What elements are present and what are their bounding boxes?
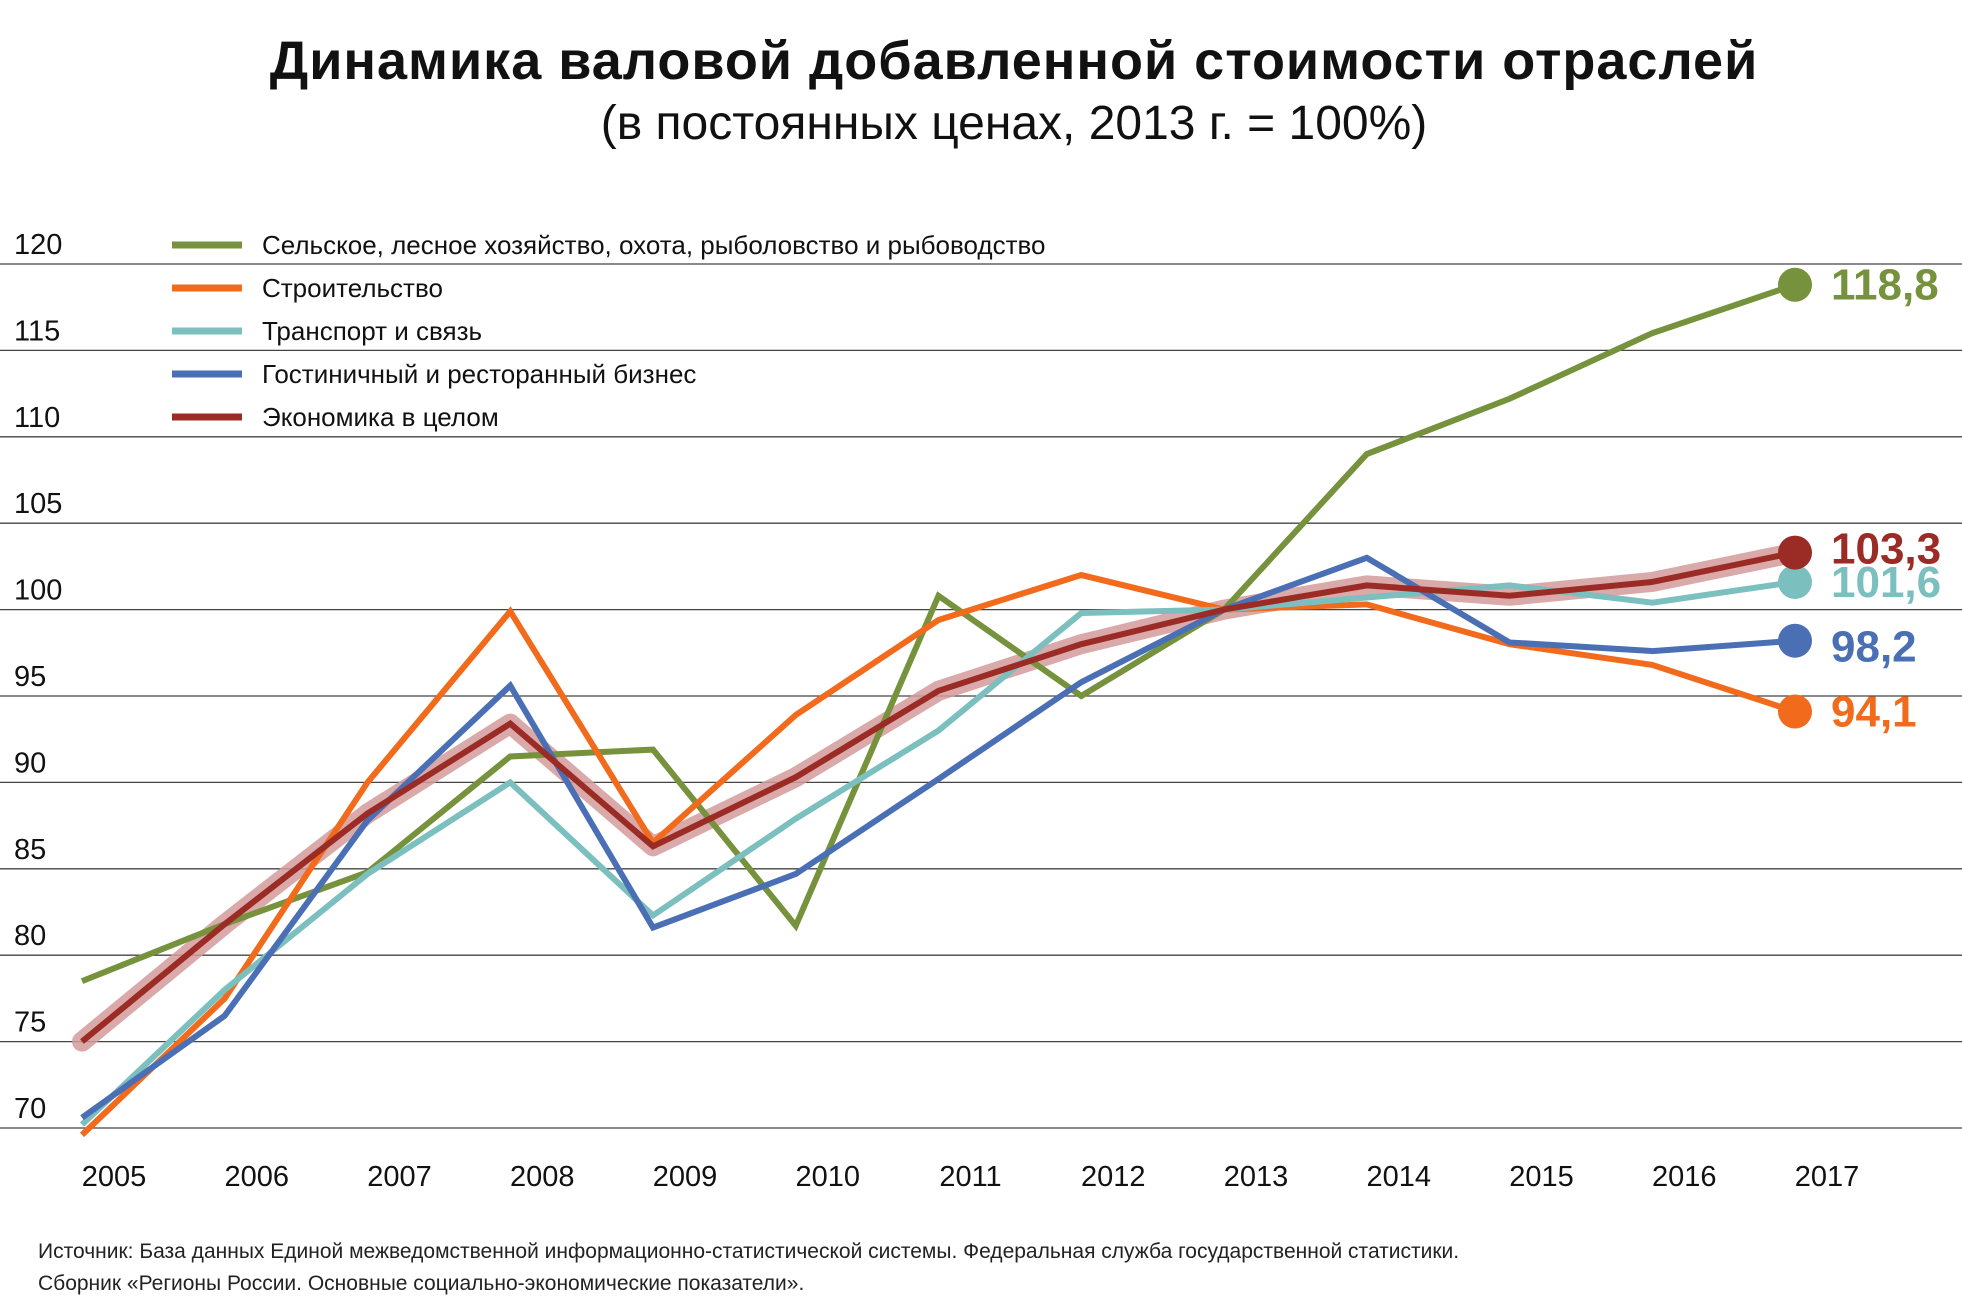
y-tick-label: 100: [14, 575, 62, 607]
end-labels: 118,8 94,1 101,6 98,2 103,3: [1778, 261, 1941, 737]
series-line: [79, 578, 1796, 1127]
end-value-label: 103,3: [1831, 525, 1941, 574]
legend: Сельское, лесное хозяйство, охота, рыбол…: [172, 230, 1045, 432]
x-tick-label: 2014: [1366, 1161, 1431, 1193]
end-value-label: 98,2: [1831, 623, 1917, 672]
end-value-label: 118,8: [1831, 261, 1939, 310]
end-marker: [1778, 623, 1812, 658]
x-tick-label: 2015: [1509, 1161, 1574, 1193]
x-tick-label: 2012: [1081, 1161, 1146, 1193]
y-tick-label: 110: [14, 402, 60, 434]
series-line: [80, 281, 1796, 984]
x-tick-label: 2009: [653, 1161, 718, 1193]
y-tick-label: 90: [14, 747, 46, 779]
legend-label: Транспорт и связь: [262, 316, 482, 346]
y-axis-ticks: 120 115 110 105 100 95 90 85 80 75 70: [14, 229, 62, 1125]
grid-lines: [0, 263, 1962, 1129]
end-marker: [1778, 564, 1812, 599]
legend-label: Сельское, лесное хозяйство, охота, рыбол…: [262, 230, 1045, 260]
x-axis-ticks: 2005 2006 2007 2008 2009 2010 2011 2012 2013 2014…: [82, 1161, 1860, 1193]
end-value-label: 101,6: [1831, 558, 1941, 607]
chart-subtitle: (в постоянных ценах, 2013 г. = 100%): [600, 97, 1428, 150]
series-halo: [72, 542, 1805, 1052]
x-tick-label: 2010: [795, 1161, 860, 1193]
source-line-2: Сборник «Регионы России. Основные социал…: [38, 1272, 805, 1295]
y-tick-label: 75: [14, 1007, 46, 1039]
x-tick-label: 2006: [224, 1161, 289, 1193]
end-marker: [1778, 267, 1812, 302]
end-marker: [1778, 694, 1812, 729]
x-tick-label: 2017: [1795, 1161, 1860, 1193]
x-tick-label: 2013: [1224, 1161, 1289, 1193]
y-tick-label: 120: [14, 229, 62, 261]
end-marker: [1778, 535, 1812, 570]
legend-label: Строительство: [262, 273, 443, 303]
x-tick-label: 2011: [939, 1161, 1001, 1193]
chart-title: Динамика валовой добавленной стоимости о…: [269, 31, 1759, 91]
series-lines: [72, 281, 1805, 1138]
y-tick-label: 95: [14, 661, 46, 693]
x-tick-label: 2008: [510, 1161, 575, 1193]
y-tick-label: 80: [14, 920, 46, 952]
legend-label: Гостиничный и ресторанный бизнес: [262, 359, 696, 389]
y-tick-label: 115: [14, 315, 60, 347]
x-tick-label: 2007: [367, 1161, 432, 1193]
source-note: Источник: База данных Единой межведомств…: [38, 1236, 1459, 1300]
y-tick-label: 85: [14, 834, 46, 866]
x-tick-label: 2005: [82, 1161, 147, 1193]
series-line: [80, 549, 1796, 1044]
series-line: [80, 554, 1796, 1121]
y-tick-label: 105: [14, 488, 62, 520]
end-value-label: 94,1: [1831, 688, 1917, 737]
legend-label: Экономика в целом: [262, 402, 499, 432]
source-line-1: Источник: База данных Единой межведомств…: [38, 1240, 1460, 1263]
y-tick-label: 70: [14, 1093, 46, 1125]
x-tick-label: 2016: [1652, 1161, 1717, 1193]
